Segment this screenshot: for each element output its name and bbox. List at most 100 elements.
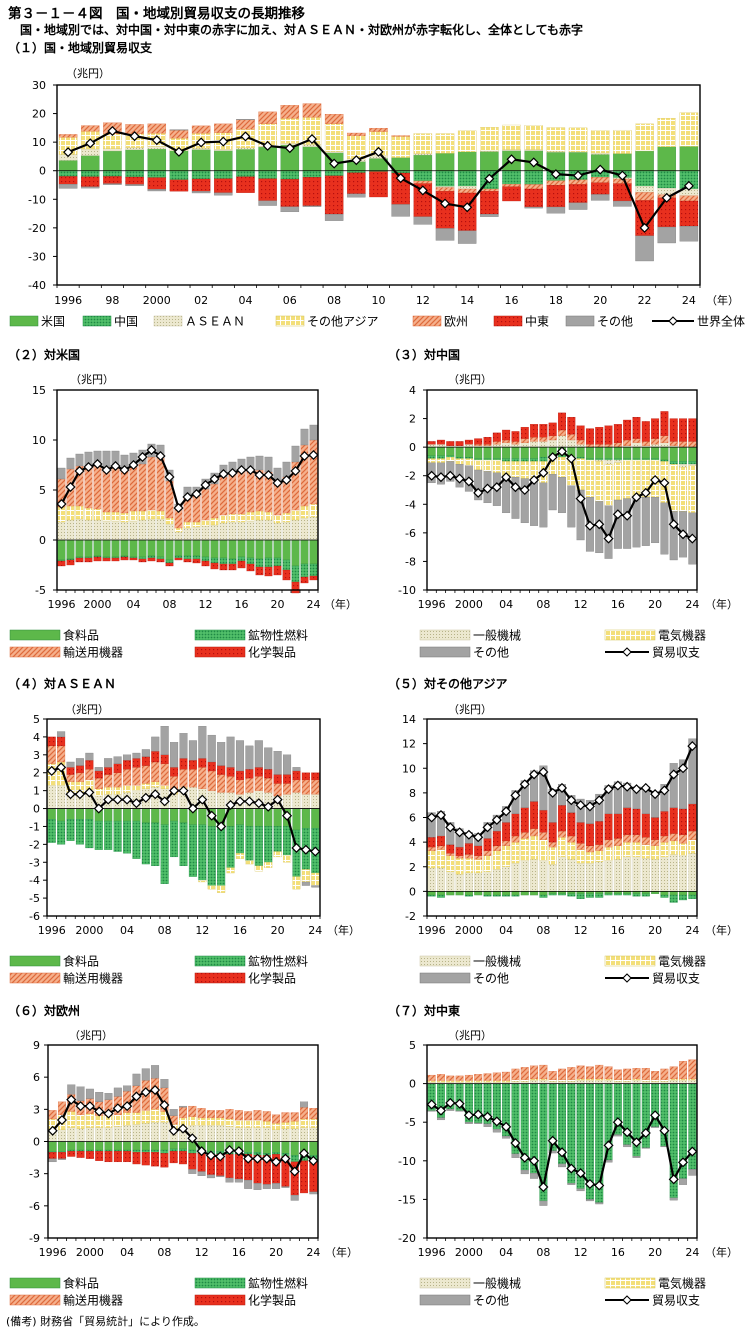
bar-segment: [546, 185, 566, 208]
bar-segment: [198, 880, 207, 883]
legend-item: その他アジア: [275, 315, 379, 329]
bar-segment: [66, 808, 75, 820]
x-tick-label: 02: [194, 294, 208, 307]
bar-segment: [156, 539, 165, 558]
balance-point: [519, 1152, 530, 1163]
bar-segment: [530, 835, 539, 860]
bar-segment: [57, 1129, 66, 1142]
bar-segment: [657, 226, 676, 244]
bar-segment: [254, 767, 263, 777]
legend-item: 鉱物性燃料: [194, 954, 308, 969]
series-輸送用機器: [474, 429, 697, 448]
bar-segment: [235, 740, 244, 772]
bar-segment: [688, 1080, 697, 1084]
legend-label: 貿易収支: [652, 972, 700, 986]
x-tick-label: 16: [235, 598, 249, 611]
bar-segment: [302, 146, 322, 171]
legend-item: その他: [565, 315, 633, 329]
bar-segment: [436, 849, 445, 869]
bar-segment: [688, 803, 697, 832]
bar-segment: [47, 745, 56, 764]
bar-segment: [183, 527, 192, 541]
bar-segment: [669, 833, 678, 842]
legend-item: 輸送用機器: [9, 971, 123, 986]
bar-segment: [207, 770, 216, 791]
bar-segment: [548, 841, 557, 848]
bar-segment: [492, 444, 501, 448]
bar-segment: [595, 1078, 604, 1081]
bar-segment: [613, 446, 622, 459]
bar-segment: [567, 485, 576, 528]
bar-segment: [104, 820, 113, 850]
bar-segment: [113, 772, 122, 788]
bar-segment: [214, 149, 233, 151]
bar-segment: [151, 736, 160, 752]
bar-segment: [311, 808, 320, 829]
x-tick-label: 2000: [455, 598, 483, 611]
bar-segment: [291, 565, 300, 583]
bar-segment: [595, 893, 604, 898]
bar-segment: [236, 147, 255, 150]
bar-segment: [483, 1123, 492, 1127]
bar-segment: [264, 519, 273, 541]
bar-segment: [613, 859, 622, 892]
x-tick-label: 20: [648, 1246, 662, 1259]
balance-point: [454, 827, 465, 838]
x-tick-label: 16: [232, 1246, 246, 1259]
bar-segment: [132, 1112, 141, 1125]
bar-segment: [604, 459, 613, 465]
x-tick-label: 12: [574, 924, 588, 937]
bar-segment: [253, 1127, 262, 1142]
bar-segment: [191, 178, 211, 192]
bar-segment: [632, 808, 641, 835]
bar-segment: [147, 509, 156, 520]
bar-segment: [76, 1141, 85, 1151]
bar-segment: [300, 1160, 309, 1194]
bar-segment: [669, 1080, 678, 1084]
bar-segment: [141, 822, 150, 865]
bar-segment: [258, 170, 277, 179]
bar-segment: [576, 893, 585, 899]
y-tick-label: 6: [409, 812, 416, 825]
bar-segment: [567, 893, 576, 897]
balance-point: [205, 1150, 216, 1161]
bar-segment: [292, 792, 301, 809]
bar-segment: [225, 1109, 234, 1120]
bar-segment: [216, 1110, 225, 1119]
bar-segment: [539, 482, 548, 528]
bar-segment: [502, 149, 521, 151]
balance-point: [310, 846, 321, 857]
bar-segment: [179, 1141, 187, 1150]
balance-point: [306, 133, 318, 145]
unit-label: （兆円）: [65, 703, 109, 716]
balance-point: [137, 451, 148, 463]
bar-segment: [95, 1141, 104, 1151]
bar-segment: [558, 1163, 566, 1168]
bar-segment: [309, 424, 318, 441]
balance-point: [491, 814, 502, 826]
bar-segment: [228, 558, 237, 565]
bar-segment: [57, 521, 66, 541]
bar-segment: [309, 1191, 318, 1195]
bar-segment: [539, 1064, 548, 1080]
bar-segment: [75, 765, 84, 773]
bar-segment: [613, 442, 622, 448]
series-その他: [427, 1108, 697, 1206]
bar-segment: [604, 458, 613, 461]
bar-segment: [102, 520, 111, 541]
bar-segment: [81, 170, 100, 177]
bar-segment: [75, 808, 84, 820]
bar-segment: [300, 563, 309, 578]
series-化学製品: [427, 411, 697, 446]
bar-segment: [57, 1141, 66, 1152]
bar-segment: [576, 862, 585, 892]
bar-segment: [604, 846, 613, 861]
bar-segment: [102, 450, 111, 468]
bar-segment: [585, 862, 594, 892]
series-輸送用機器: [427, 828, 697, 860]
bar-segment: [492, 1128, 501, 1133]
bar-segment: [94, 777, 103, 789]
bar-segment: [604, 1066, 613, 1080]
bar-segment: [236, 176, 255, 193]
bar-segment: [66, 767, 75, 775]
